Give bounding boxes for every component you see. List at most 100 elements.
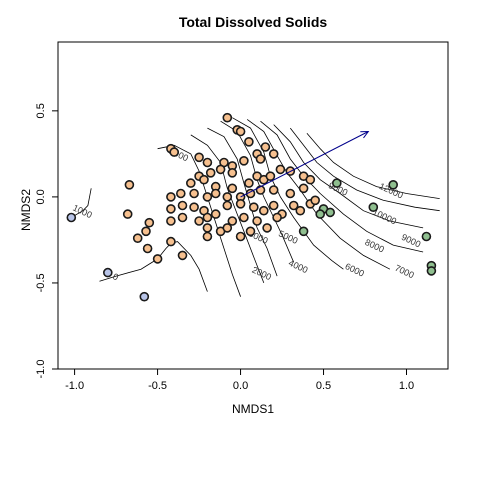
contour-line [71,188,92,218]
contour-line [260,120,424,253]
x-tick-label: 0.5 [316,380,331,392]
contour-line [289,127,440,212]
data-point [166,236,176,247]
data-point [124,180,135,190]
data-point [202,231,213,242]
data-point [202,223,213,233]
data-point [194,152,204,163]
data-point [285,188,296,199]
y-axis-label: NMDS2 [19,189,33,231]
data-point [66,212,77,223]
data-point [310,195,321,206]
data-point [295,205,306,216]
data-point [122,209,133,219]
data-point [222,112,233,123]
x-tick-label: 1.0 [399,380,414,392]
data-point [255,154,266,164]
data-point [222,223,233,233]
data-point [202,212,213,223]
data-point [132,233,143,243]
data-point [262,223,272,233]
contour-line [232,117,344,270]
data-point [166,204,176,214]
data-point [194,216,204,226]
data-point [331,178,342,188]
data-point [166,192,176,202]
data-point [189,188,199,199]
data-point [202,157,213,168]
env-vector-arrowhead [360,130,370,139]
data-point [260,142,271,152]
data-point [268,149,279,159]
y-tick-label: 0.5 [35,103,47,118]
contour-label: 0 [111,271,120,282]
data-point [141,226,151,237]
data-point [176,188,186,199]
data-point [239,156,249,166]
data-point [268,185,279,195]
data-point [315,209,326,219]
data-point [298,226,309,237]
data-point [199,174,209,185]
data-point [152,254,163,264]
data-point [268,200,279,211]
data-point [215,164,226,175]
data-point [202,192,213,202]
data-point [272,212,282,223]
data-point [210,209,221,219]
data-point [249,202,259,212]
data-point [305,174,316,185]
data-point [239,212,249,223]
y-tick-label: 0.0 [35,189,47,204]
data-point [265,171,276,181]
data-point [144,217,155,228]
data-point [210,188,221,199]
data-point [235,126,246,137]
data-point [103,267,113,278]
data-point [258,205,269,216]
data-point [139,291,150,302]
data-point [166,216,176,226]
data-point [235,231,246,242]
data-point [222,200,233,211]
data-point [177,250,188,261]
data-point [426,266,437,276]
data-point [252,216,262,226]
x-tick-label: -1.0 [65,380,84,392]
y-tick-label: -1.0 [35,360,47,379]
data-point [421,231,432,242]
data-point [288,200,299,211]
x-tick-label: 0.0 [233,380,248,392]
data-point [245,226,256,237]
data-point [169,147,179,157]
data-point [227,183,238,194]
data-point [244,178,254,188]
data-point [298,183,309,194]
data-point [205,168,216,178]
x-tick-label: -0.5 [148,380,167,392]
data-point [388,180,399,190]
data-point [227,168,238,178]
data-point [227,216,238,226]
data-point [177,200,188,211]
data-point [275,164,286,175]
contour-line [306,132,440,199]
y-tick-label: -0.5 [35,273,47,292]
data-point [189,202,199,212]
data-point [325,207,336,218]
data-point [177,212,188,223]
x-axis-label: NMDS1 [232,402,274,416]
chart-title: Total Dissolved Solids [179,14,328,30]
contour-line [190,134,265,284]
data-point [222,192,233,202]
contour-line [273,124,424,229]
env-vector-line [240,131,369,198]
data-point [142,243,153,254]
contour-line [99,241,208,292]
data-point [235,199,246,209]
data-point [186,178,196,188]
data-point [244,137,254,147]
data-point [368,202,379,212]
